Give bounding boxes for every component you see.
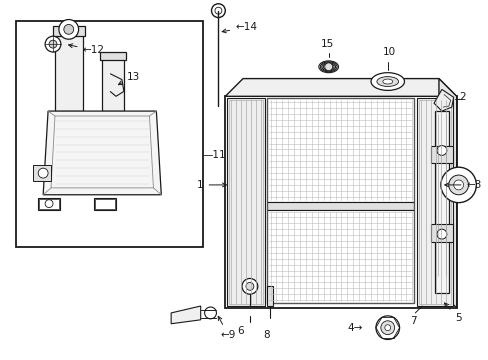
Circle shape <box>245 282 253 290</box>
Polygon shape <box>225 78 456 96</box>
Bar <box>434 111 448 293</box>
Text: 4→: 4→ <box>347 323 363 333</box>
Circle shape <box>453 180 463 190</box>
Text: ←9: ←9 <box>218 316 235 339</box>
Bar <box>225 96 456 308</box>
Circle shape <box>204 307 216 319</box>
Bar <box>33 165 51 181</box>
Text: 10: 10 <box>382 47 395 57</box>
Bar <box>266 98 413 303</box>
Polygon shape <box>433 89 453 111</box>
Bar <box>16 21 202 247</box>
Circle shape <box>448 175 468 195</box>
Ellipse shape <box>376 77 398 86</box>
Circle shape <box>64 24 74 34</box>
Circle shape <box>242 278 257 294</box>
Bar <box>266 286 272 306</box>
Text: 2: 2 <box>459 92 465 102</box>
Bar <box>39 199 59 208</box>
Bar <box>430 224 452 242</box>
Text: 1: 1 <box>197 180 226 190</box>
Circle shape <box>436 145 446 156</box>
Circle shape <box>211 4 225 18</box>
Bar <box>94 198 116 210</box>
Bar <box>100 52 125 60</box>
Ellipse shape <box>382 79 392 84</box>
Bar <box>266 210 413 303</box>
Text: ←3: ←3 <box>444 180 481 190</box>
Circle shape <box>45 36 61 52</box>
Circle shape <box>215 7 222 14</box>
Circle shape <box>59 19 79 39</box>
Circle shape <box>45 200 53 208</box>
Text: —11: —11 <box>202 150 226 161</box>
Text: 6: 6 <box>236 326 243 336</box>
Bar <box>266 202 413 210</box>
Polygon shape <box>43 111 161 195</box>
Circle shape <box>440 167 475 203</box>
Bar <box>266 98 413 202</box>
Bar <box>418 100 450 304</box>
Bar <box>416 98 452 306</box>
Bar <box>229 100 262 304</box>
Bar <box>53 26 84 36</box>
Circle shape <box>384 325 390 330</box>
Bar <box>38 198 60 210</box>
Bar <box>227 98 264 306</box>
Text: 15: 15 <box>320 39 333 49</box>
Text: 7: 7 <box>409 316 416 326</box>
Bar <box>55 32 82 111</box>
Bar <box>95 199 115 208</box>
Circle shape <box>324 63 332 71</box>
Text: ←12: ←12 <box>68 44 104 55</box>
Circle shape <box>38 168 48 178</box>
Text: ←14: ←14 <box>222 22 257 33</box>
Bar <box>102 57 123 111</box>
Ellipse shape <box>370 73 404 90</box>
Polygon shape <box>438 78 456 308</box>
Circle shape <box>49 40 57 48</box>
Circle shape <box>380 321 394 334</box>
Bar <box>430 145 452 163</box>
Polygon shape <box>171 306 200 324</box>
Circle shape <box>436 229 446 239</box>
Text: 13: 13 <box>118 72 140 85</box>
Text: 8: 8 <box>263 330 269 339</box>
Text: 5: 5 <box>444 303 460 323</box>
Circle shape <box>375 316 399 339</box>
